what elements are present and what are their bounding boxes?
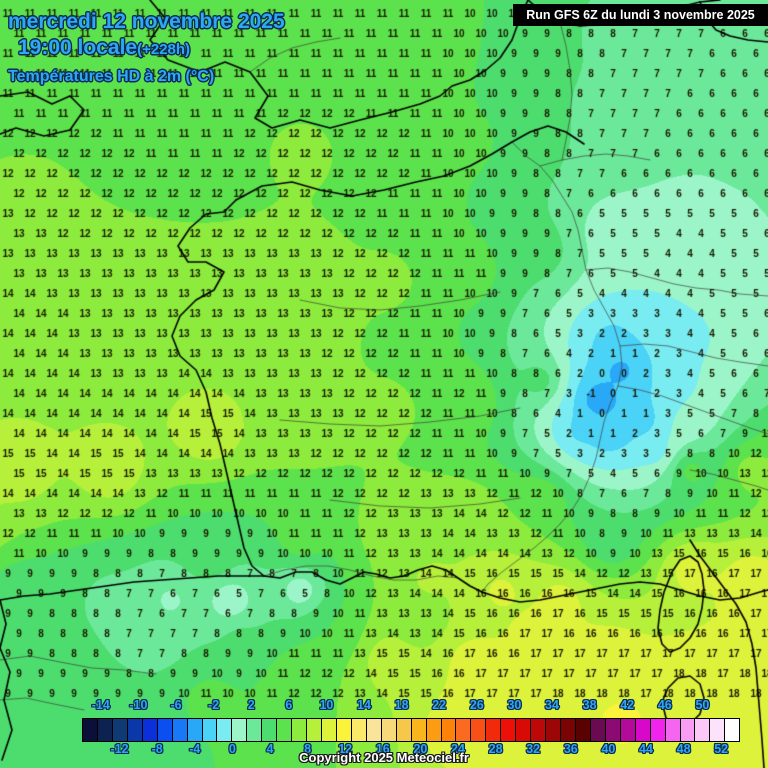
legend-tick-label: 40 bbox=[601, 742, 616, 756]
legend-swatch bbox=[292, 719, 308, 741]
legend-swatch bbox=[650, 719, 666, 741]
legend-swatch bbox=[202, 719, 218, 741]
legend-tick-label: 44 bbox=[639, 742, 653, 756]
legend-tick-label: 30 bbox=[507, 698, 522, 712]
legend-swatch bbox=[426, 719, 442, 741]
legend-tick-label: 2 bbox=[247, 698, 255, 712]
legend-tick-label: 12 bbox=[338, 742, 353, 756]
copyright-notice: Copyright 2025 Meteociel.fr bbox=[299, 750, 469, 765]
legend-tick-label: 8 bbox=[304, 742, 312, 756]
legend-swatch bbox=[172, 719, 188, 741]
legend-tick-label: -14 bbox=[91, 698, 110, 712]
legend-swatch bbox=[157, 719, 173, 741]
legend-swatch bbox=[336, 719, 352, 741]
legend-swatch bbox=[217, 719, 233, 741]
legend-tick-label: 34 bbox=[545, 698, 559, 712]
legend-swatch bbox=[516, 719, 532, 741]
legend-tick-label: -12 bbox=[110, 742, 129, 756]
legend-swatch bbox=[322, 719, 337, 741]
legend-tick-label: 18 bbox=[394, 698, 409, 712]
legend-swatch bbox=[546, 719, 561, 741]
legend-tick-label: -2 bbox=[208, 698, 220, 712]
legend-swatch bbox=[97, 719, 113, 741]
legend-swatch bbox=[142, 719, 158, 741]
model-run-bar: Run GFS 6Z du lundi 3 novembre 2025 bbox=[513, 4, 768, 26]
legend-swatch bbox=[531, 719, 547, 741]
legend-swatch bbox=[232, 719, 248, 741]
legend-tick-label: 28 bbox=[488, 742, 503, 756]
legend-tick-label: 16 bbox=[375, 742, 390, 756]
page-title-parameter: Températures HD à 2m (°C) bbox=[8, 68, 215, 85]
legend-swatch bbox=[277, 719, 293, 741]
legend-tick-label: 22 bbox=[432, 698, 447, 712]
legend-swatch bbox=[665, 719, 681, 741]
legend-swatch bbox=[366, 719, 382, 741]
legend-swatch bbox=[247, 719, 263, 741]
legend-swatch bbox=[620, 719, 636, 741]
legend-swatch bbox=[456, 719, 472, 741]
legend-swatch bbox=[127, 719, 143, 741]
page-title-date: mercredi 12 novembre 2025 bbox=[8, 10, 285, 33]
legend-swatch bbox=[486, 719, 502, 741]
legend-swatch bbox=[710, 719, 726, 741]
legend-tick-label: 14 bbox=[357, 698, 371, 712]
legend-swatch bbox=[83, 719, 98, 741]
legend-swatch bbox=[187, 719, 203, 741]
legend-tick-label: -6 bbox=[170, 698, 182, 712]
legend-swatch bbox=[635, 719, 651, 741]
legend-swatch bbox=[471, 719, 487, 741]
legend-tick-label: -10 bbox=[129, 698, 148, 712]
legend-tick-label: 42 bbox=[620, 698, 635, 712]
legend-tick-label: 52 bbox=[714, 742, 729, 756]
legend-swatch bbox=[501, 719, 517, 741]
legend-tick-label: -4 bbox=[189, 742, 201, 756]
color-scale-bar[interactable] bbox=[82, 718, 740, 742]
legend-tick-label: 6 bbox=[285, 698, 293, 712]
legend-swatch bbox=[680, 719, 696, 741]
legend-swatch bbox=[590, 719, 606, 741]
legend-tick-label: 0 bbox=[228, 742, 236, 756]
legend-tick-label: 24 bbox=[451, 742, 465, 756]
legend-swatch bbox=[441, 719, 457, 741]
title-time-text: 19:00 locale bbox=[18, 36, 138, 59]
page-title-time: 19:00 locale(+228h) bbox=[18, 36, 190, 60]
legend-tick-label: 26 bbox=[469, 698, 484, 712]
legend-swatch bbox=[561, 719, 576, 741]
legend-swatch bbox=[411, 719, 427, 741]
legend-tick-label: 38 bbox=[582, 698, 597, 712]
legend-tick-label: 46 bbox=[657, 698, 672, 712]
legend-swatch bbox=[695, 719, 711, 741]
legend-tick-label: 50 bbox=[695, 698, 710, 712]
legend-tick-label: 20 bbox=[413, 742, 428, 756]
legend-swatch bbox=[605, 719, 621, 741]
model-run-label: Run GFS 6Z du lundi 3 novembre 2025 bbox=[526, 8, 755, 22]
legend-tick-label: -8 bbox=[151, 742, 163, 756]
legend-tick-label: 48 bbox=[676, 742, 691, 756]
color-scale-legend: -14 -10 -6 -2 2 6 10 14 18 22 26 30 34 38 42 46 50 -12 -8… bbox=[0, 698, 768, 768]
legend-swatch bbox=[575, 719, 591, 741]
legend-swatch bbox=[396, 719, 412, 741]
legend-swatch bbox=[262, 719, 278, 741]
legend-tick-label: 36 bbox=[563, 742, 578, 756]
legend-swatch bbox=[307, 719, 322, 741]
legend-tick-label: 32 bbox=[526, 742, 541, 756]
title-forecast-hour: (+228h) bbox=[137, 41, 191, 58]
legend-tick-label: 4 bbox=[266, 742, 274, 756]
legend-tick-label: 10 bbox=[319, 698, 334, 712]
legend-swatch bbox=[112, 719, 128, 741]
legend-swatch bbox=[351, 719, 367, 741]
legend-swatch bbox=[725, 719, 740, 741]
legend-swatch bbox=[381, 719, 397, 741]
